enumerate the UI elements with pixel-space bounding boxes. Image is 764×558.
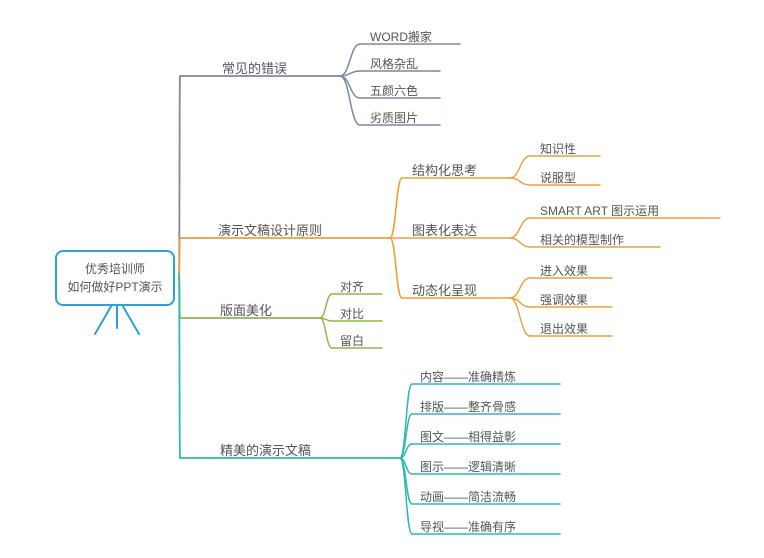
leaf-b1-0: WORD搬家 bbox=[370, 28, 432, 45]
root-node: 优秀培训师 如何做好PPT演示 bbox=[55, 250, 175, 306]
leaf-b4-5: 导视——准确有序 bbox=[420, 518, 516, 535]
root-line2: 如何做好PPT演示 bbox=[67, 278, 163, 296]
leaf-b1-1: 风格杂乱 bbox=[370, 55, 418, 72]
sub-b2s1: 结构化思考 bbox=[412, 160, 477, 179]
leaf-b2s2-0: SMART ART 图示运用 bbox=[540, 202, 659, 219]
leaf-b2s3-0: 进入效果 bbox=[540, 262, 588, 279]
leaf-b2s2-1: 相关的模型制作 bbox=[540, 231, 624, 248]
leaf-b4-4: 动画——简洁流畅 bbox=[420, 488, 516, 505]
branch-b1: 常见的错误 bbox=[222, 58, 287, 77]
leaf-b1-3: 劣质图片 bbox=[370, 109, 418, 126]
leaf-b4-2: 图文——相得益彰 bbox=[420, 428, 516, 445]
sub-b2s2: 图表化表达 bbox=[412, 220, 477, 239]
sub-b2s3: 动态化呈现 bbox=[412, 280, 477, 299]
leaf-b2s3-1: 强调效果 bbox=[540, 291, 588, 308]
leaf-b4-0: 内容——准确精炼 bbox=[420, 368, 516, 385]
branch-b4: 精美的演示文稿 bbox=[220, 440, 311, 459]
leaf-b4-1: 排版——整齐骨感 bbox=[420, 398, 516, 415]
root-line1: 优秀培训师 bbox=[67, 260, 163, 278]
branch-b3: 版面美化 bbox=[220, 300, 272, 319]
leaf-b4-3: 图示——逻辑清晰 bbox=[420, 458, 516, 475]
leaf-b3-2: 留白 bbox=[340, 332, 364, 349]
leaf-b3-0: 对齐 bbox=[340, 278, 364, 295]
leaf-b1-2: 五颜六色 bbox=[370, 82, 418, 99]
leaf-b2s3-2: 退出效果 bbox=[540, 320, 588, 337]
leaf-b2s1-0: 知识性 bbox=[540, 140, 576, 157]
leaf-b3-1: 对比 bbox=[340, 305, 364, 322]
branch-b2: 演示文稿设计原则 bbox=[218, 220, 322, 239]
leaf-b2s1-1: 说服型 bbox=[540, 169, 576, 186]
